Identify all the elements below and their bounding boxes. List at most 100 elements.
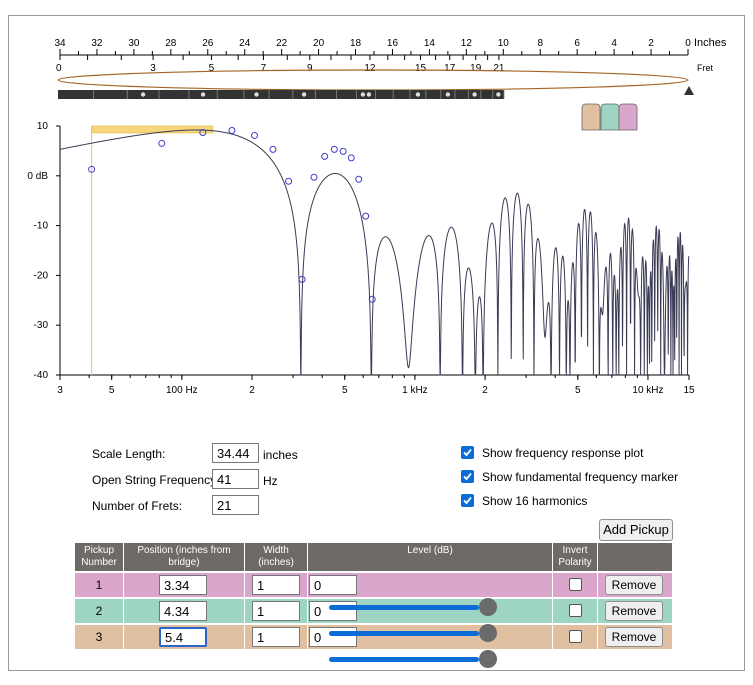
add-pickup-button[interactable]: Add Pickup (599, 519, 673, 541)
harmonic-marker-7 (285, 177, 293, 185)
show-harmonics-checkbox[interactable] (461, 494, 474, 507)
fret-tick-label: 19 (470, 63, 482, 74)
slider-track (329, 605, 479, 610)
inlay-dot (360, 92, 366, 97)
slider-track (329, 631, 479, 636)
inch-tick-label: 28 (165, 38, 177, 49)
fret-tick-label: 3 (150, 63, 156, 74)
bridge-marker-icon (684, 86, 694, 95)
fret-dots (93, 90, 505, 99)
inch-fret-ruler: Inches Fret 0 34 32 30 28 26 24 22 20 18 16 14 12 10… (54, 37, 726, 74)
inch-tick-label: 8 (537, 38, 543, 49)
slider-thumb[interactable] (479, 598, 497, 616)
inch-tick-label: 22 (276, 38, 288, 49)
slider-track (329, 657, 479, 662)
fret-label: Fret (697, 63, 714, 73)
show-fundamental-label: Show fundamental frequency marker (482, 470, 679, 484)
scale-length-input[interactable] (212, 443, 259, 463)
pickup-row-1: 1 Remove (75, 573, 672, 597)
y-tick-label: 10 (37, 121, 49, 132)
open-freq-label: Open String Frequency: (92, 473, 220, 487)
pickup-width-input[interactable] (252, 601, 300, 621)
harmonic-marker-9 (310, 173, 318, 181)
harmonic-marker-1 (88, 165, 96, 173)
harmonic-marker-15 (362, 212, 370, 220)
pickup-icons (581, 103, 638, 131)
remove-pickup-button[interactable]: Remove (605, 575, 663, 595)
frets-label: Number of Frets: (92, 499, 183, 513)
string-view (57, 69, 694, 99)
inch-tick-label: 12 (461, 38, 473, 49)
pickup-3-icon[interactable] (581, 103, 601, 131)
pickup-row-2: 2 Remove (75, 599, 672, 623)
fundamental-marker-bar (91, 125, 214, 134)
invert-polarity-checkbox[interactable] (569, 604, 582, 617)
fretboard (58, 90, 504, 99)
remove-pickup-button[interactable]: Remove (605, 601, 663, 621)
frequency-response-curve (59, 129, 690, 376)
pickup-position-input[interactable] (159, 627, 207, 647)
inlay-dot (472, 92, 477, 97)
inlay-dot (496, 92, 501, 97)
inch-tick-label: 26 (202, 38, 214, 49)
y-tick-label: 0 dB (27, 171, 48, 182)
inlay-dot (301, 92, 307, 97)
inch-unit-label: Inches (694, 37, 727, 49)
pickup-3-level-slider[interactable] (329, 650, 497, 670)
header-position: Position (inches from bridge) (124, 543, 244, 571)
harmonic-marker-14 (355, 175, 363, 183)
harmonic-marker-6 (269, 145, 277, 153)
pickup-width-input[interactable] (252, 627, 300, 647)
scale-length-unit: inches (263, 448, 298, 462)
pickup-row-3: 3 Remove (75, 625, 672, 649)
slider-thumb[interactable] (479, 650, 497, 668)
invert-polarity-checkbox[interactable] (569, 578, 582, 591)
inlay-dot (366, 92, 372, 97)
fret-tick-label: 9 (307, 63, 313, 74)
scale-length-label: Scale Length: (92, 447, 166, 461)
y-tick-label: -40 (34, 370, 49, 381)
pickup-number: 2 (95, 604, 103, 618)
inch-tick-label: 18 (350, 38, 362, 49)
inch-tick-label: 6 (574, 38, 580, 49)
inch-tick-label: 14 (424, 38, 436, 49)
inlay-dot (140, 92, 146, 97)
pickup-position-input[interactable] (159, 575, 207, 595)
fret-tick-label: 15 (415, 63, 427, 74)
show-fundamental-checkbox[interactable] (461, 470, 474, 483)
harmonic-marker-13 (347, 154, 355, 162)
pickup-level-input[interactable] (309, 575, 357, 595)
show-harmonics-label: Show 16 harmonics (482, 494, 588, 508)
y-tick-label: -20 (34, 270, 49, 281)
x-tick-label: 15 (683, 385, 695, 396)
app-frame (8, 15, 745, 671)
x-tick-label: 3 (57, 385, 63, 396)
pickup-1-level-slider[interactable] (329, 598, 497, 618)
invert-polarity-checkbox[interactable] (569, 630, 582, 643)
inch-tick-label: 34 (54, 38, 66, 49)
header-level: Level (dB) (308, 543, 552, 571)
inch-tick-label: 30 (128, 38, 140, 49)
harmonic-marker-12 (339, 147, 347, 155)
x-tick-label: 5 (109, 385, 115, 396)
pickup-2-level-slider[interactable] (329, 624, 497, 644)
frets-input[interactable] (212, 495, 259, 515)
inch-tick-label: 2 (648, 38, 654, 49)
fret-tick-label: 17 (444, 63, 456, 74)
remove-pickup-button[interactable]: Remove (605, 627, 663, 647)
pickup-width-input[interactable] (252, 575, 300, 595)
inlay-dot (254, 92, 259, 97)
pickup-position-input[interactable] (159, 601, 207, 621)
show-response-checkbox[interactable] (461, 446, 474, 459)
inlay-dot (445, 92, 451, 97)
pickup-2-icon[interactable] (600, 103, 620, 131)
open-freq-input[interactable] (212, 469, 259, 489)
harmonic-marker-4 (228, 126, 236, 134)
inch-tick-label: 32 (91, 38, 103, 49)
harmonic-marker-16 (368, 295, 376, 303)
x-tick-label: 2 (249, 385, 255, 396)
fret-tick-label: 5 (209, 63, 215, 74)
slider-thumb[interactable] (479, 624, 497, 642)
inch-tick-label: 16 (387, 38, 399, 49)
pickup-1-icon[interactable] (618, 103, 638, 131)
